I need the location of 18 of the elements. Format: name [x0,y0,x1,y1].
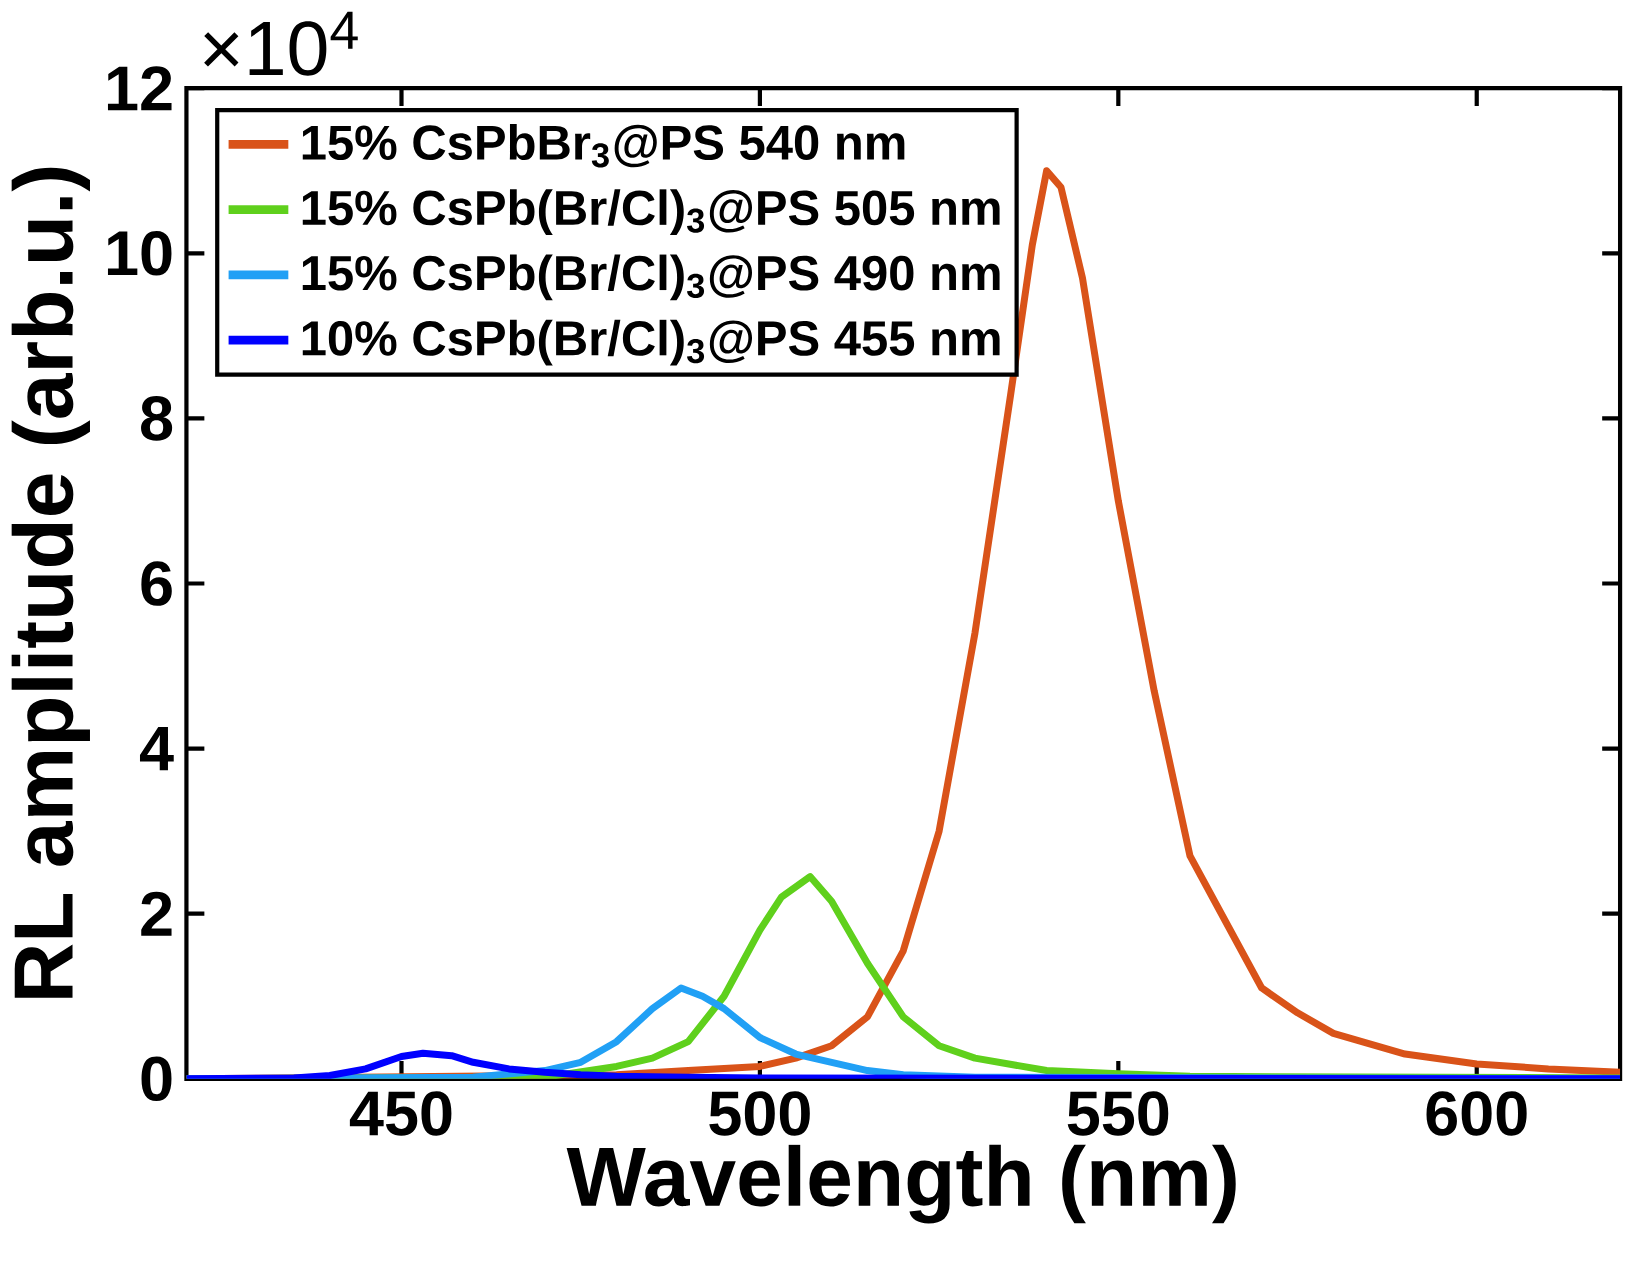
y-tick-label: 10 [107,230,172,276]
y-tick-label: 8 [141,396,173,441]
legend-label: 10% CsPb(Br/Cl)$_{3}$@PS 455 nm [302,319,1000,366]
x-tick-label: 450 [349,1091,452,1136]
y-tick-label: 4 [139,726,174,771]
y-tick-label: 0 [141,1056,172,1102]
text: ×10$^{4}$ [204,11,358,76]
legend-label: 15% CsPb(Br/Cl)$_{3}$@PS 490 nm [302,254,1000,301]
y-tick-label: 2 [141,891,172,936]
y-axis-title: RL amplitude (arb.u.) [11,167,90,998]
y-tick-label: 12 [107,66,172,111]
x-tick-label: 600 [1426,1091,1527,1136]
x-tick-label: 550 [1067,1091,1169,1136]
x-axis-title: Wavelength (nm) [566,1144,1236,1224]
y-tick-label: 6 [141,561,172,606]
legend-label: 15% CsPbBr$_{3}$@PS 540 nm [302,124,905,168]
x-tick-label: 500 [709,1091,810,1136]
legend-label: 15% CsPb(Br/Cl)$_{3}$@PS 505 nm [302,189,1000,236]
